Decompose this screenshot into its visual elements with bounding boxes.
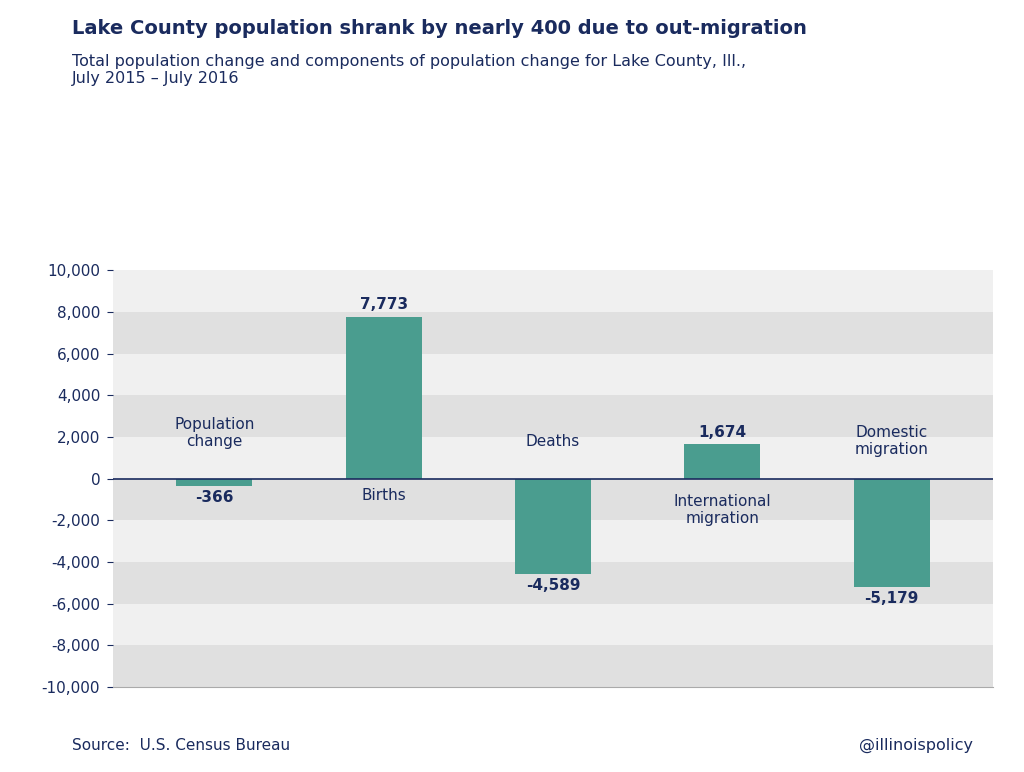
Bar — [515, 479, 591, 574]
Text: @illinoispolicy: @illinoispolicy — [859, 737, 973, 753]
Bar — [345, 317, 422, 479]
Text: -5,179: -5,179 — [864, 591, 919, 606]
Text: International
migration: International migration — [674, 494, 771, 526]
Text: 7,773: 7,773 — [359, 297, 408, 313]
Text: -366: -366 — [195, 490, 233, 506]
Bar — [113, 520, 993, 562]
Text: Source:  U.S. Census Bureau: Source: U.S. Census Bureau — [72, 738, 290, 753]
Bar — [113, 645, 993, 687]
Bar — [113, 312, 993, 354]
Bar — [176, 479, 252, 486]
Bar — [854, 479, 930, 587]
Text: Births: Births — [361, 488, 406, 503]
Text: Domestic
migration: Domestic migration — [855, 425, 929, 457]
Bar — [113, 562, 993, 604]
Text: 1,674: 1,674 — [698, 425, 746, 439]
Text: Population
change: Population change — [174, 417, 254, 449]
Text: Total population change and components of population change for Lake County, Ill: Total population change and components o… — [72, 54, 745, 86]
Text: Deaths: Deaths — [526, 434, 580, 449]
Bar — [113, 437, 993, 479]
Bar — [113, 354, 993, 395]
Text: Lake County population shrank by nearly 400 due to out-migration: Lake County population shrank by nearly … — [72, 19, 807, 39]
Text: -4,589: -4,589 — [525, 578, 581, 594]
Bar — [113, 270, 993, 312]
Bar — [684, 444, 761, 479]
Bar — [113, 604, 993, 645]
Bar — [113, 479, 993, 520]
Bar — [113, 395, 993, 437]
